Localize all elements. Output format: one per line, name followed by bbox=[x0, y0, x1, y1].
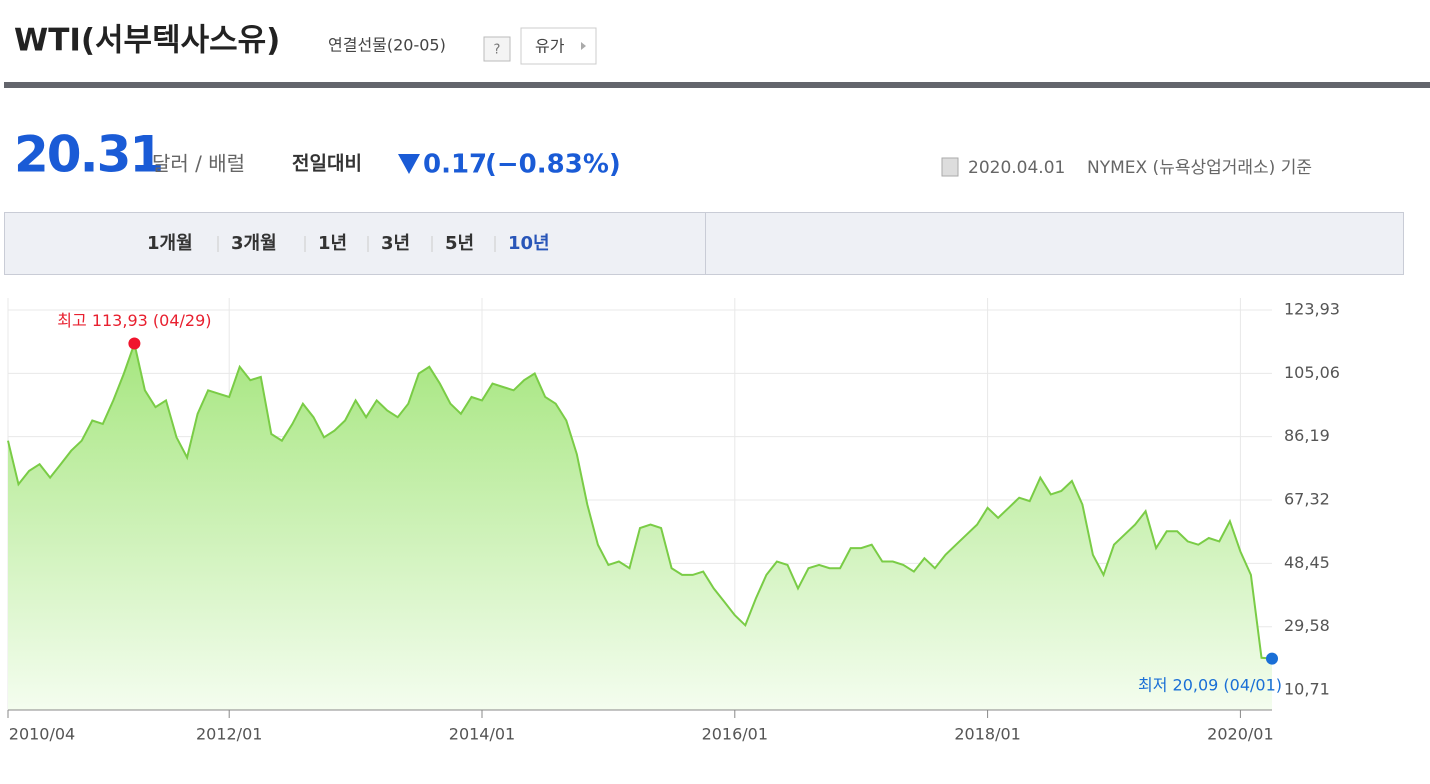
chart: 10,71 29,58 48,45 67,32 86,19 105,06 123,93 201… bbox=[7, 298, 1340, 744]
tab[interactable]: 3년 bbox=[381, 233, 410, 254]
y-tick-label: 48,45 bbox=[1284, 553, 1330, 572]
tab[interactable]: 3개월 bbox=[231, 233, 277, 254]
divider bbox=[4, 82, 1430, 88]
subtitle: 연결선물(20-05) bbox=[328, 36, 446, 55]
area bbox=[8, 343, 1272, 710]
change: 0.17 bbox=[423, 150, 487, 180]
high-annotation: 최고 113,93 (04/29) bbox=[57, 311, 211, 330]
x-tick-label: 2016/01 bbox=[702, 725, 768, 744]
tab-bar bbox=[4, 212, 1404, 275]
down-arrow bbox=[398, 154, 420, 174]
x-tick-label: 2012/01 bbox=[196, 725, 262, 744]
tab[interactable]: 10년 bbox=[508, 233, 550, 254]
y-tick-label: 29,58 bbox=[1284, 616, 1330, 635]
price: 20.31 bbox=[14, 126, 162, 184]
line bbox=[7, 339, 1273, 660]
help-text: ? bbox=[494, 43, 501, 58]
calendar-icon bbox=[941, 157, 959, 177]
link-text: 유가 bbox=[535, 37, 565, 56]
change-label: 전일대비 bbox=[292, 153, 362, 175]
tab[interactable]: 5년 bbox=[445, 233, 474, 254]
title: WTI(서부텍사스유) bbox=[14, 23, 280, 59]
y-tick-label: 123,93 bbox=[1284, 299, 1340, 318]
unit: 달러 / 배럴 bbox=[152, 152, 245, 176]
tabs: 1개월 3개월 1년 3년 5년 10년 bbox=[147, 233, 550, 254]
x-tick-label: 2018/01 bbox=[954, 725, 1020, 744]
arrow bbox=[581, 42, 586, 50]
date: 2020.04.01 bbox=[968, 158, 1065, 178]
help-button[interactable] bbox=[483, 36, 511, 62]
tab[interactable]: 1년 bbox=[318, 233, 347, 254]
low-point bbox=[1266, 652, 1278, 665]
low-annotation: 최저 20,09 (04/01) bbox=[1138, 676, 1282, 695]
high-point bbox=[128, 337, 141, 350]
source: NYMEX (뉴욕상업거래소) 기준 bbox=[1087, 158, 1312, 178]
x-tick-label: 2010/04 bbox=[9, 725, 75, 744]
y-tick-label: 67,32 bbox=[1284, 490, 1330, 509]
tab[interactable]: 1개월 bbox=[147, 233, 193, 254]
y-tick-label: 10,71 bbox=[1284, 680, 1330, 699]
x-tick-label: 2020/01 bbox=[1207, 725, 1273, 744]
y-tick-label: 86,19 bbox=[1284, 426, 1330, 445]
change-pct: (−0.83%) bbox=[485, 150, 621, 180]
y-tick-label: 105,06 bbox=[1284, 363, 1340, 382]
x-tick-label: 2014/01 bbox=[449, 725, 515, 744]
